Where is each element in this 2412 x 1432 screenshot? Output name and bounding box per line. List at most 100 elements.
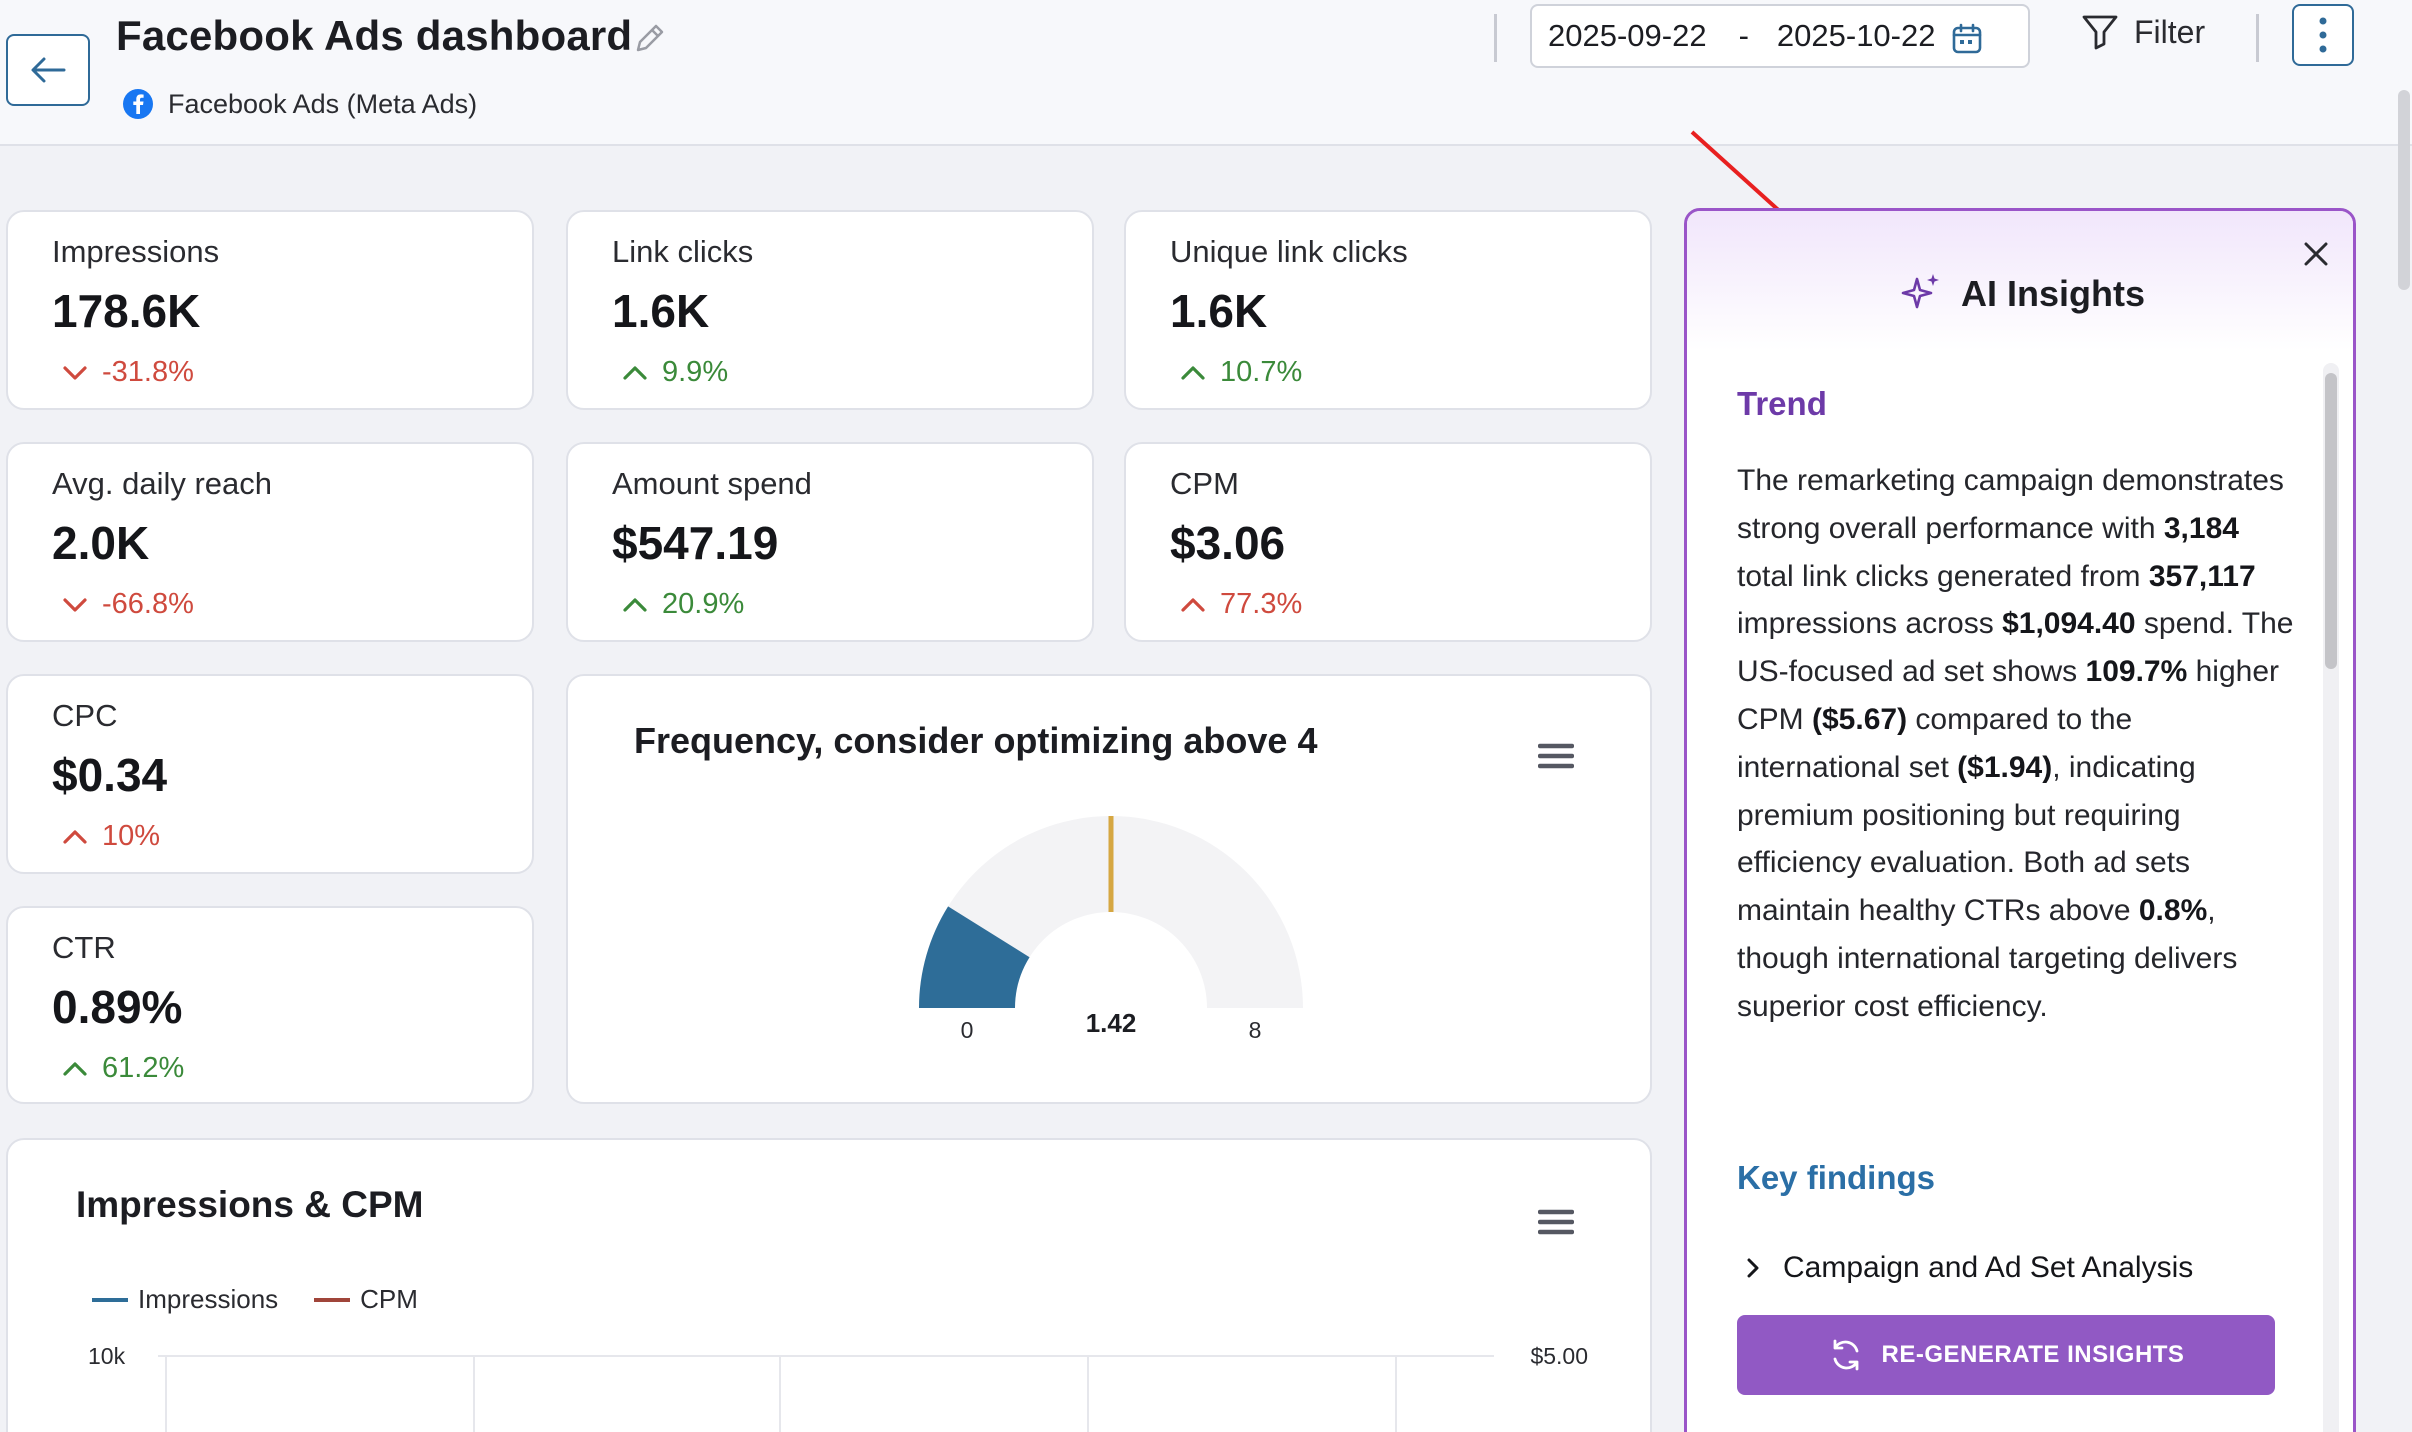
ai-panel-title: AI Insights bbox=[1899, 271, 2145, 317]
legend-item-cpm[interactable]: CPM bbox=[314, 1284, 418, 1315]
kpi-change: 9.9% bbox=[622, 356, 728, 389]
date-separator: - bbox=[1738, 18, 1749, 53]
kpi-change-value: -66.8% bbox=[102, 588, 194, 620]
data-source: Facebook Ads (Meta Ads) bbox=[122, 88, 477, 120]
legend-item-impressions[interactable]: Impressions bbox=[92, 1284, 278, 1315]
calendar-icon[interactable] bbox=[1950, 22, 1984, 56]
chevron-up-icon bbox=[623, 597, 647, 612]
date-start: 2025-09-22 bbox=[1548, 18, 1707, 53]
data-source-label: Facebook Ads (Meta Ads) bbox=[168, 88, 478, 119]
hamburger-menu-icon[interactable] bbox=[1538, 1208, 1574, 1236]
filter-label: Filter bbox=[2134, 13, 2206, 50]
kebab-menu-icon bbox=[2319, 17, 2327, 53]
sparkles-icon bbox=[1901, 274, 1939, 309]
refresh-icon bbox=[1833, 1339, 1858, 1371]
filter-button[interactable]: Filter bbox=[2080, 12, 2205, 52]
filter-icon bbox=[2082, 15, 2118, 50]
kpi-card-cpc[interactable]: CPC $0.34 10% bbox=[6, 674, 534, 874]
finding-item-campaign-analysis[interactable]: Campaign and Ad Set Analysis bbox=[1745, 1251, 2193, 1285]
kpi-value: 1.6K bbox=[612, 285, 710, 337]
kpi-change-value: 61.2% bbox=[102, 1052, 185, 1084]
kpi-label: Unique link clicks bbox=[1170, 234, 1408, 269]
kpi-change-value: 9.9% bbox=[662, 356, 729, 388]
kpi-card-cpm[interactable]: CPM $3.06 77.3% bbox=[1124, 442, 1652, 642]
facebook-icon bbox=[123, 89, 153, 119]
chevron-up-icon bbox=[623, 365, 647, 380]
chevron-up-icon bbox=[1181, 365, 1205, 380]
kpi-label: CTR bbox=[52, 930, 116, 965]
kpi-value: $3.06 bbox=[1170, 517, 1286, 569]
chevron-down-icon bbox=[63, 597, 87, 612]
kpi-change-value: 10% bbox=[102, 820, 161, 852]
kpi-change-value: 10.7% bbox=[1220, 356, 1303, 388]
date-range-picker[interactable]: 2025-09-22 - 2025-10-22 bbox=[1530, 4, 2030, 68]
kpi-card-ctr[interactable]: CTR 0.89% 61.2% bbox=[6, 906, 534, 1104]
kpi-change-value: 77.3% bbox=[1220, 588, 1303, 620]
chevron-up-icon bbox=[1181, 597, 1205, 612]
close-icon[interactable] bbox=[2301, 239, 2331, 269]
regenerate-label: RE-GENERATE INSIGHTS bbox=[1881, 1341, 2185, 1368]
gauge-value-arc bbox=[919, 906, 1030, 1008]
chevron-right-icon bbox=[1747, 1258, 1759, 1278]
kpi-change-value: -31.8% bbox=[102, 356, 194, 388]
kpi-label: CPM bbox=[1170, 466, 1239, 501]
y-left-tick-label: 10k bbox=[88, 1343, 126, 1369]
divider bbox=[2256, 14, 2259, 62]
kpi-label: Avg. daily reach bbox=[52, 466, 272, 501]
kpi-value: 2.0K bbox=[52, 517, 150, 569]
kpi-label: Amount spend bbox=[612, 466, 812, 501]
regenerate-insights-button[interactable]: RE-GENERATE INSIGHTS bbox=[1737, 1315, 2275, 1395]
frequency-gauge-card: Frequency, consider optimizing above 4 0… bbox=[566, 674, 1652, 1104]
kpi-label: Link clicks bbox=[612, 234, 754, 269]
ai-title-text: AI Insights bbox=[1961, 273, 2146, 314]
gauge-title: Frequency, consider optimizing above 4 bbox=[634, 720, 1318, 761]
date-end: 2025-10-22 bbox=[1776, 18, 1936, 53]
kpi-value: 178.6K bbox=[52, 285, 201, 337]
gauge-min-label: 0 bbox=[961, 1017, 974, 1043]
chevron-down-icon bbox=[63, 365, 87, 380]
scrollbar-thumb[interactable] bbox=[2325, 373, 2337, 669]
arrow-left-icon bbox=[31, 57, 66, 83]
legend-swatch bbox=[92, 1297, 128, 1302]
page-title: Facebook Ads dashboard bbox=[116, 12, 633, 59]
ai-panel-scrollbar[interactable] bbox=[2323, 363, 2339, 1432]
finding-label: Campaign and Ad Set Analysis bbox=[1783, 1251, 2194, 1284]
chart-legend: Impressions CPM bbox=[92, 1284, 418, 1315]
trend-paragraph: The remarketing campaign demonstrates st… bbox=[1737, 464, 2294, 1023]
impressions-cpm-plot: 10k $5.00 bbox=[88, 1343, 1588, 1432]
kpi-change: -31.8% bbox=[62, 356, 194, 389]
page-scrollbar[interactable] bbox=[2398, 90, 2410, 290]
kpi-card-amount-spend[interactable]: Amount spend $547.19 20.9% bbox=[566, 442, 1094, 642]
y-right-tick-label: $5.00 bbox=[1530, 1343, 1588, 1369]
kpi-change: 10% bbox=[62, 820, 160, 853]
back-button[interactable] bbox=[6, 34, 90, 106]
kpi-card-link-clicks[interactable]: Link clicks 1.6K 9.9% bbox=[566, 210, 1094, 410]
impressions-cpm-chart-card: Impressions & CPM Impressions CPM 10k $5… bbox=[6, 1138, 1652, 1432]
kpi-card-unique-link-clicks[interactable]: Unique link clicks 1.6K 10.7% bbox=[1124, 210, 1652, 410]
dashboard-header: Facebook Ads dashboard Facebook Ads (Met… bbox=[0, 0, 2412, 146]
gauge-max-label: 8 bbox=[1249, 1017, 1262, 1043]
chart-title: Impressions & CPM bbox=[76, 1184, 424, 1225]
ai-panel-header bbox=[1687, 211, 2353, 351]
kpi-value: $0.34 bbox=[52, 749, 168, 801]
kpi-change: 20.9% bbox=[622, 588, 744, 621]
kpi-card-avg-daily-reach[interactable]: Avg. daily reach 2.0K -66.8% bbox=[6, 442, 534, 642]
kpi-change: -66.8% bbox=[62, 588, 194, 621]
kpi-change: 77.3% bbox=[1180, 588, 1302, 621]
ai-insights-panel: AI Insights Trend The remarketing campai… bbox=[1684, 208, 2356, 1432]
pencil-icon[interactable] bbox=[632, 20, 668, 56]
chevron-up-icon bbox=[63, 1061, 87, 1076]
kpi-label: CPC bbox=[52, 698, 118, 733]
kpi-value: $547.19 bbox=[612, 517, 779, 569]
hamburger-menu-icon[interactable] bbox=[1538, 742, 1574, 770]
legend-swatch bbox=[314, 1297, 351, 1302]
kpi-change: 61.2% bbox=[62, 1052, 184, 1085]
divider bbox=[1494, 14, 1497, 62]
chevron-up-icon bbox=[63, 829, 87, 844]
trend-heading: Trend bbox=[1737, 385, 1827, 422]
gauge-chart: 0 8 1.42 bbox=[919, 816, 1303, 1043]
kpi-label: Impressions bbox=[52, 234, 220, 269]
more-options-button[interactable] bbox=[2292, 4, 2354, 66]
legend-label: CPM bbox=[360, 1284, 418, 1314]
kpi-card-impressions[interactable]: Impressions 178.6K -31.8% bbox=[6, 210, 534, 410]
